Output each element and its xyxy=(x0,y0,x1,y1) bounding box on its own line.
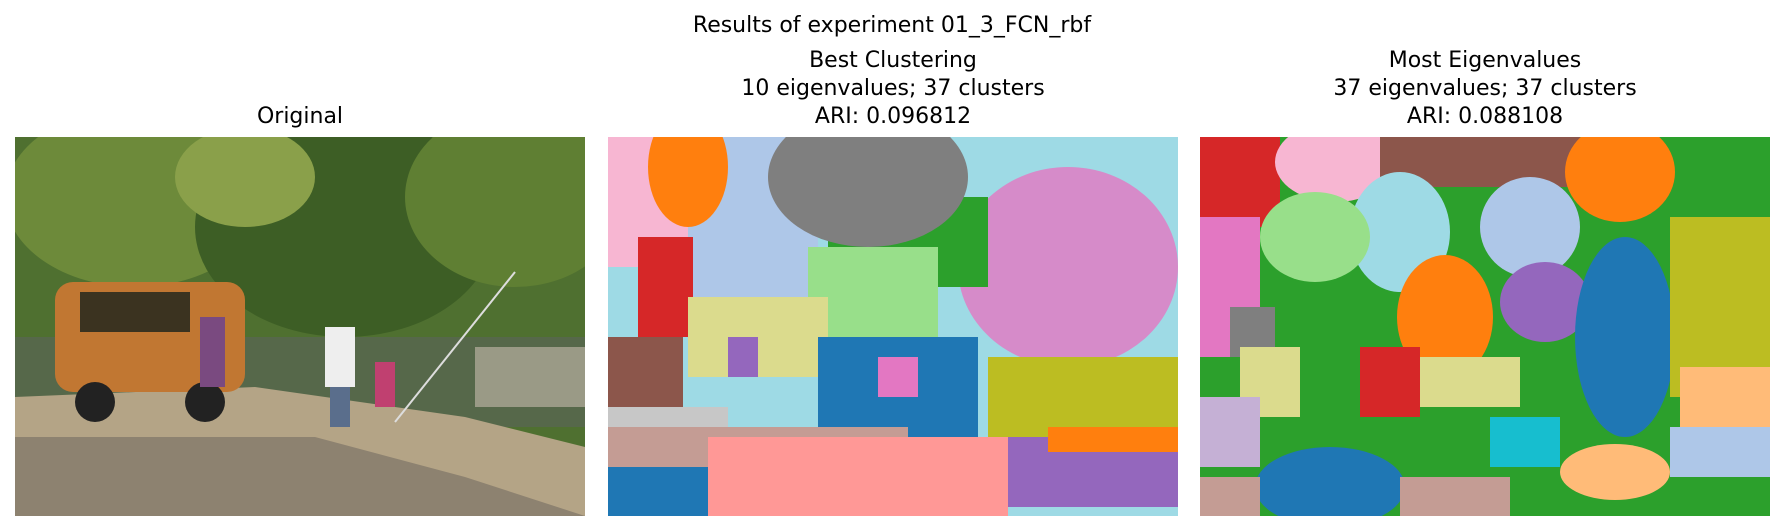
panel-title: 10 eigenvalues; 37 clusters xyxy=(741,76,1044,101)
panel-title: Best Clustering xyxy=(809,48,977,73)
panel-title: Original xyxy=(257,104,343,129)
most-eigenvalues-image xyxy=(1200,137,1770,516)
panel-title: ARI: 0.088108 xyxy=(1407,104,1563,129)
best-clustering-image xyxy=(608,137,1178,516)
panel-title: ARI: 0.096812 xyxy=(815,104,971,129)
panel-title: 37 eigenvalues; 37 clusters xyxy=(1333,76,1636,101)
original-image xyxy=(15,137,585,516)
figure-title: Results of experiment 01_3_FCN_rbf xyxy=(693,13,1092,38)
panel-title: Most Eigenvalues xyxy=(1389,48,1582,73)
